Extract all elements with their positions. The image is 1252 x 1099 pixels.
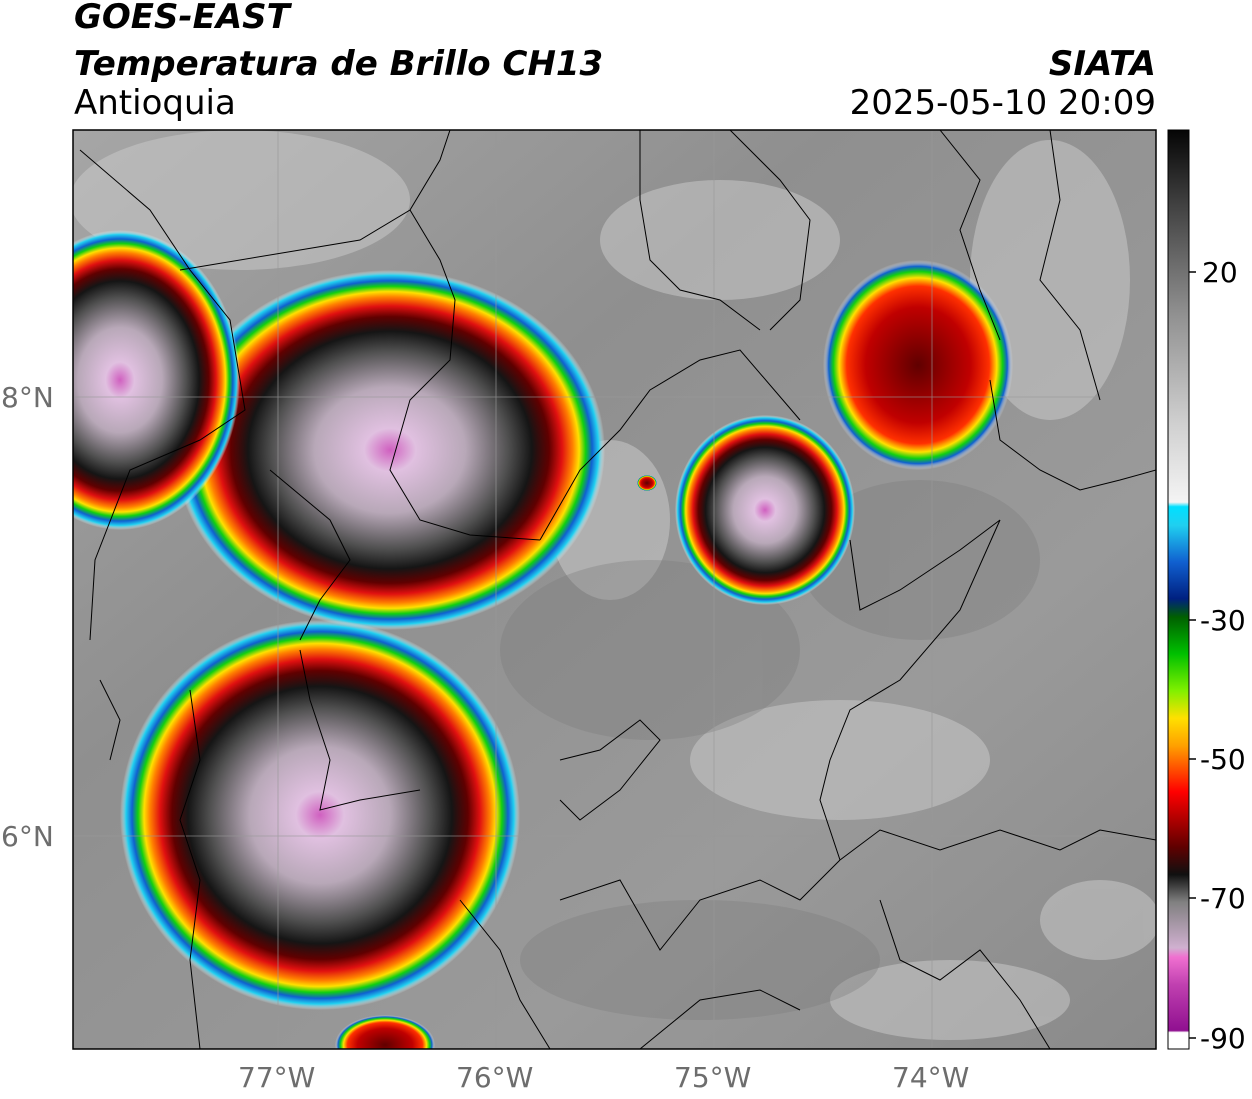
lon-tick-76w: 76°W xyxy=(456,1061,534,1094)
title-product: Temperatura de Brillo CH13 xyxy=(74,44,604,84)
storm-west xyxy=(73,230,240,530)
lon-tick-75w: 75°W xyxy=(674,1061,752,1094)
lon-tick-77w: 77°W xyxy=(238,1061,316,1094)
storm-north xyxy=(175,270,605,630)
colorbar-tick-minus50: -50 xyxy=(1200,743,1246,776)
subtitle-region: Antioquia xyxy=(74,83,236,123)
colorbar-tick-20: 20 xyxy=(1202,256,1238,289)
datetime-label: 2025-05-10 20:09 xyxy=(849,83,1156,123)
map-frame xyxy=(72,129,1157,1050)
storm-small xyxy=(637,475,657,491)
agency-label: SIATA xyxy=(1048,44,1156,84)
colorbar-tick-minus30: -30 xyxy=(1200,604,1246,637)
colorbar-tick-minus70: -70 xyxy=(1200,882,1246,915)
lat-tick-8n: 8°N xyxy=(1,381,54,414)
admin-borders xyxy=(79,130,1156,1049)
storm-south xyxy=(120,620,520,1010)
colorbar-tick-marks xyxy=(1189,271,1196,1039)
storm-bottom xyxy=(335,1015,435,1049)
storm-northeast xyxy=(823,260,1013,470)
title-satellite: GOES-EAST xyxy=(74,0,290,37)
lon-tick-74w: 74°W xyxy=(892,1061,970,1094)
colorbar xyxy=(1167,129,1190,1050)
colorbar-tick-minus90: -90 xyxy=(1200,1022,1246,1055)
lat-tick-6n: 6°N xyxy=(1,820,54,853)
storm-center xyxy=(675,415,855,605)
